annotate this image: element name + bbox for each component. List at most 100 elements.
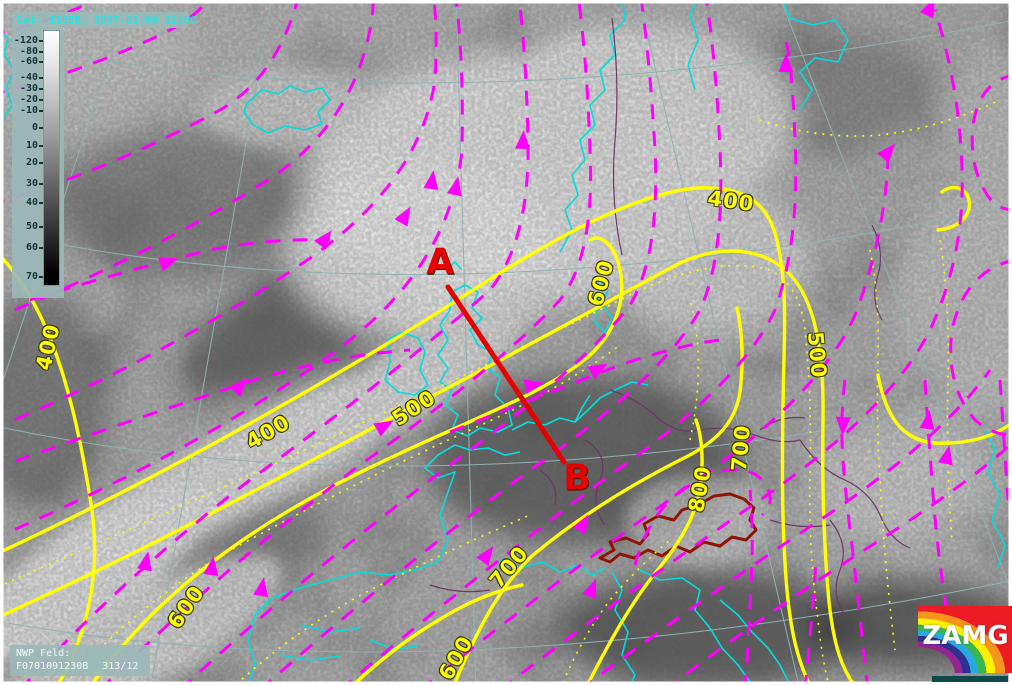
yellow_solid-path xyxy=(936,185,972,232)
arrowhead-icon xyxy=(514,130,530,150)
colorbar-tick-label: 20 xyxy=(25,157,38,168)
borders-path xyxy=(584,439,606,526)
arrowhead-icon xyxy=(229,377,248,397)
borders-path xyxy=(429,584,491,593)
graticule-path xyxy=(150,0,272,685)
cross-section-line[interactable] xyxy=(445,284,567,465)
coast-path xyxy=(984,429,1006,569)
graticule-path xyxy=(0,20,1012,84)
nwp-field-id: F0701091230B xyxy=(16,661,89,672)
colorbar-tick-mark xyxy=(39,127,43,129)
colorbar-tick-mark xyxy=(39,226,43,228)
coast-path xyxy=(574,381,649,423)
rainbow-icon xyxy=(918,606,1012,673)
arrowhead-icon xyxy=(587,363,608,380)
yellow_solid-path xyxy=(350,583,524,685)
nwp-info-box: NWP Feld: F0701091230B 313/12 xyxy=(10,645,150,676)
nwp-title: NWP Feld: xyxy=(16,648,71,659)
streamlines-path xyxy=(949,259,1012,436)
coast-path xyxy=(424,444,456,563)
streamlines-path xyxy=(423,157,890,685)
borders-path xyxy=(829,519,846,616)
coast-path xyxy=(243,85,331,134)
image-edge-strip xyxy=(932,676,1008,682)
streamlines-path xyxy=(840,379,869,685)
zamg-logo-text: ZAMG xyxy=(922,621,1009,651)
borders-path xyxy=(611,17,623,256)
colorbar-tick-mark xyxy=(39,88,43,90)
arrowhead-icon xyxy=(835,416,851,436)
colorbar-tick-mark xyxy=(39,110,43,112)
yellow_solid-path xyxy=(0,249,857,685)
coast-path xyxy=(444,261,463,271)
streamlines-path xyxy=(0,0,375,318)
arrowhead-icon xyxy=(778,53,794,73)
colorbar-gradient xyxy=(43,30,60,286)
arrowhead-icon xyxy=(423,170,439,190)
graticule-path xyxy=(780,0,1012,594)
contours-main xyxy=(0,185,1012,685)
arrowhead-icon xyxy=(572,514,589,535)
yellow_dotted-path xyxy=(939,239,953,541)
colorbar-tick-mark xyxy=(39,99,43,101)
graticule-path xyxy=(0,0,131,392)
colorbar-tick-mark xyxy=(39,276,43,278)
yellow_dotted-path xyxy=(0,264,830,685)
coast-path xyxy=(639,569,751,683)
streamlines-path xyxy=(998,379,1010,501)
cross-section-point-b[interactable]: B xyxy=(563,457,591,499)
streamlines-path xyxy=(0,0,210,94)
colorbar-tick-label: 40 xyxy=(25,197,38,208)
arrowhead-icon xyxy=(137,551,152,572)
borders-path xyxy=(539,469,557,506)
coast-path xyxy=(559,0,626,253)
yellow_solid-path xyxy=(585,418,704,685)
graticule-path xyxy=(0,395,1012,467)
borders-path xyxy=(699,427,801,443)
streamlines-path xyxy=(0,348,411,469)
arrowhead-icon xyxy=(523,379,544,394)
streamlines-path xyxy=(0,0,464,538)
satellite-info-box: Sat: 1108B, 2007-01-09 12:00 xyxy=(12,12,196,28)
colorbar-tick-label: -80 xyxy=(19,46,38,57)
coast-path xyxy=(687,0,699,91)
nwp-run-id: 313/12 xyxy=(102,661,139,672)
colorbar-tick-mark xyxy=(39,40,43,42)
colorbar-tick-mark xyxy=(39,247,43,249)
colorbar-tick-label: -120 xyxy=(13,35,38,46)
colorbar-tick-label: 0 xyxy=(31,122,38,133)
colorbar-tick-mark xyxy=(39,145,43,147)
streamlines-path xyxy=(584,369,992,685)
coast-path xyxy=(611,571,636,685)
colorbar-tick-label: -60 xyxy=(19,56,38,67)
streamlines-path xyxy=(504,9,964,685)
coast-path xyxy=(511,394,591,431)
zamg-logo[interactable]: ZAMG xyxy=(918,606,1012,673)
coast-path xyxy=(247,561,439,685)
colorbar-tick-label: 30 xyxy=(25,178,38,189)
colorbar-tick-mark xyxy=(39,51,43,53)
streamlines-path xyxy=(669,440,1012,685)
colorbar-tick-mark xyxy=(39,162,43,164)
arrowhead-icon xyxy=(314,230,332,250)
coast-path xyxy=(279,654,341,661)
colorbar-tick-mark xyxy=(39,183,43,185)
coast-path xyxy=(384,331,429,396)
temperature-colorbar: -120 -80 -60 -40 -30 -20 -10 0 10 20 30 40 50 60 70 xyxy=(12,27,64,298)
coast-path xyxy=(719,599,791,685)
coast-path xyxy=(781,0,849,111)
streamline-arrowheads xyxy=(137,0,953,600)
colorbar-tick-label: -40 xyxy=(19,72,38,83)
coast-path xyxy=(299,624,361,633)
graticule-path xyxy=(0,580,1012,653)
streamlines-path xyxy=(970,74,1012,211)
graticule-path xyxy=(455,0,477,685)
arrowhead-icon xyxy=(919,410,935,430)
arrowhead-icon xyxy=(877,143,896,163)
cross-section-point-a[interactable]: A xyxy=(426,241,454,283)
yellow_solid-path xyxy=(452,306,744,685)
streamlines-path xyxy=(183,0,658,685)
arrowhead-icon xyxy=(253,577,268,598)
